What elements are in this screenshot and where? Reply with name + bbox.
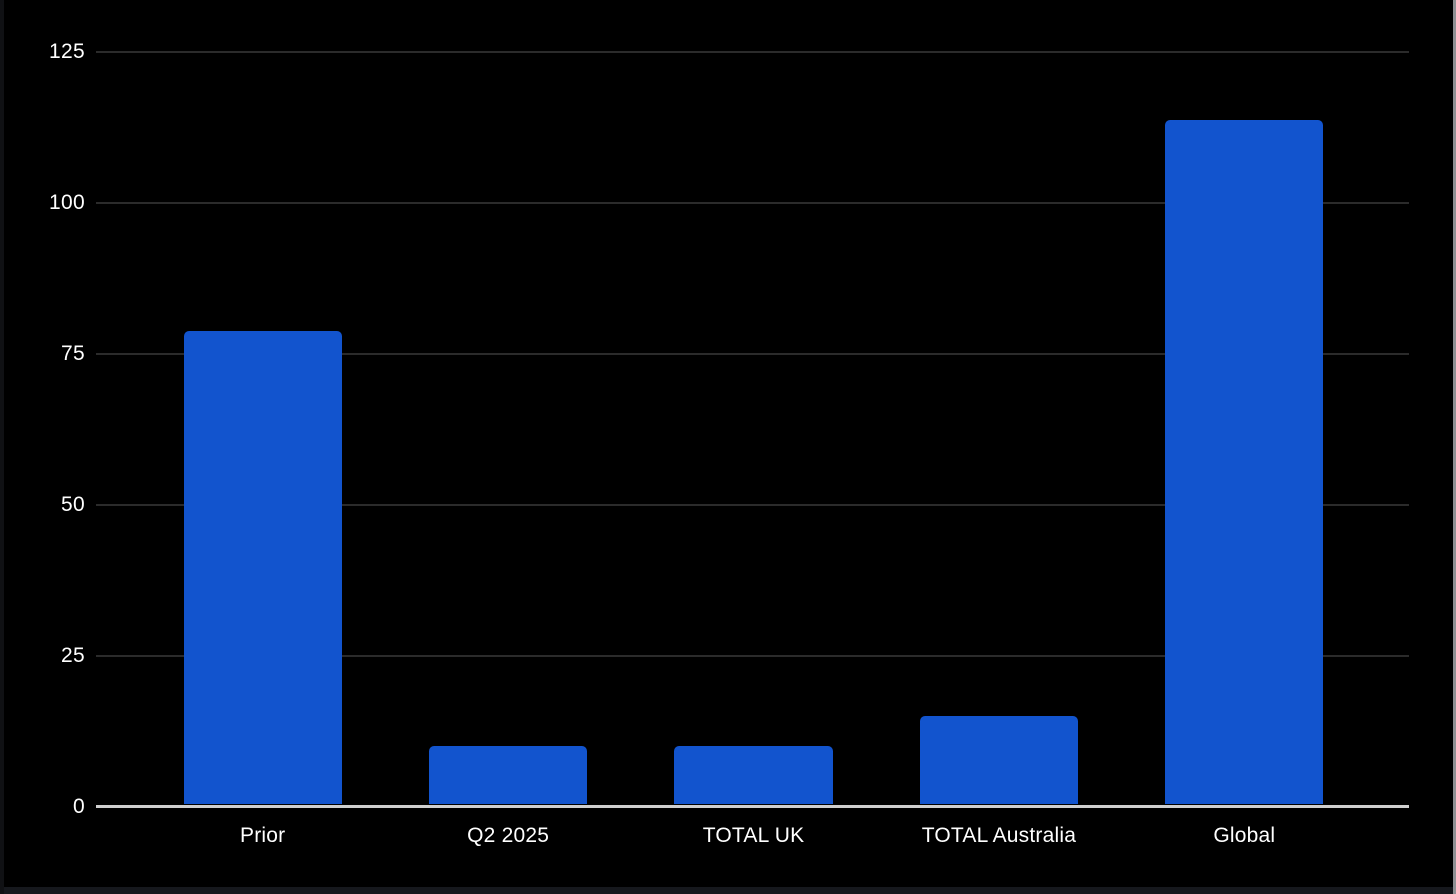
y-tick-label-0: 0 <box>73 795 85 818</box>
x-axis-baseline <box>96 805 1409 808</box>
x-label-global: Global <box>1213 824 1276 847</box>
window-right-edge <box>1453 0 1456 894</box>
bar-slot-global <box>1122 52 1367 804</box>
x-axis: Prior Q2 2025 TOTAL UK TOTAL Australia Globa… <box>140 821 1367 851</box>
y-tick-label-50: 50 <box>61 493 85 516</box>
gridline-100 <box>96 202 1409 204</box>
y-tick-label-125: 125 <box>49 40 85 63</box>
y-tick-label-25: 25 <box>61 644 85 667</box>
gridline-125 <box>96 51 1409 53</box>
gridline-75 <box>96 353 1409 355</box>
bar-slot-q2-2025 <box>385 52 630 804</box>
y-tick-label-75: 75 <box>61 342 85 365</box>
gridline-50 <box>96 504 1409 506</box>
bar-q2-2025[interactable] <box>428 746 588 804</box>
bar-global[interactable] <box>1165 119 1324 804</box>
bar-slot-prior <box>140 52 385 804</box>
x-label-q2-2025: Q2 2025 <box>467 824 550 847</box>
bars-group <box>140 52 1367 804</box>
bar-total-uk[interactable] <box>674 746 833 804</box>
bar-prior[interactable] <box>183 330 342 804</box>
x-label-prior: Prior <box>240 824 286 847</box>
gridline-25 <box>96 655 1409 657</box>
bar-total-australia[interactable] <box>919 716 1079 804</box>
y-tick-label-100: 100 <box>49 191 85 214</box>
bar-slot-total-australia <box>876 52 1121 804</box>
window-bottom-edge <box>0 887 1456 894</box>
x-label-total-australia: TOTAL Australia <box>921 824 1077 847</box>
window-left-edge <box>0 0 4 894</box>
y-axis: 0 25 50 75 100 125 <box>0 40 85 818</box>
x-label-total-uk: TOTAL UK <box>702 824 805 847</box>
plot-area <box>96 51 1409 808</box>
bar-slot-total-uk <box>631 52 876 804</box>
